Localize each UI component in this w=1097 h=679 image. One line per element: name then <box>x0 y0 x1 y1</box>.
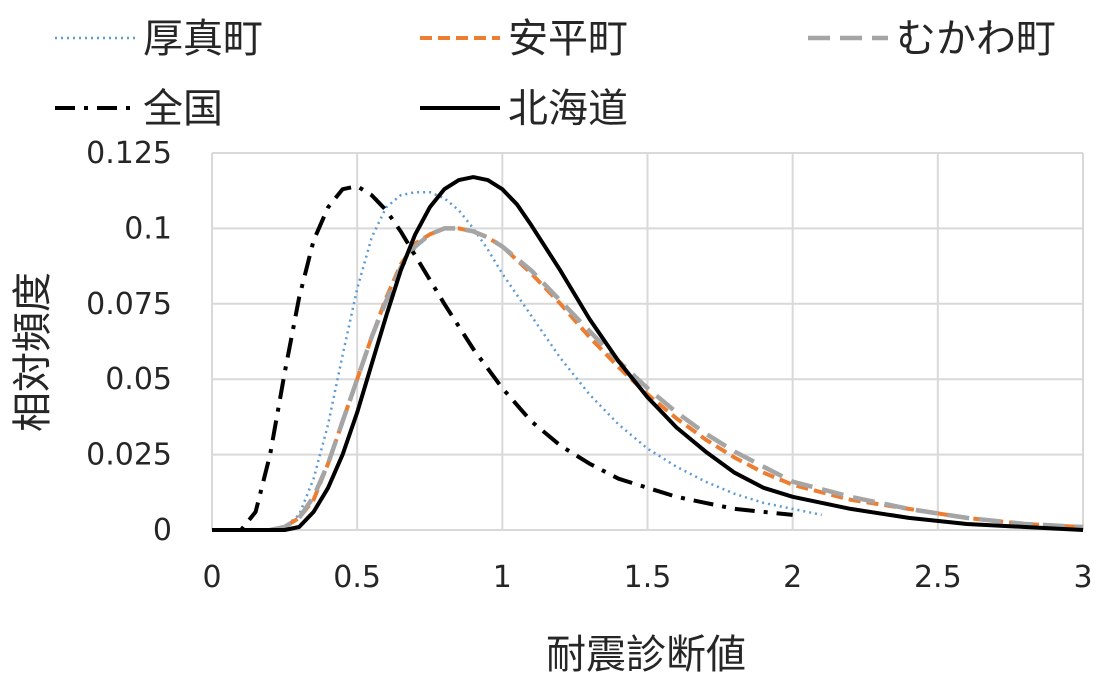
series-layer <box>212 175 1084 533</box>
series-line-2 <box>269 226 1084 533</box>
y-tick-label: 0.125 <box>86 136 172 171</box>
y-tick-label: 0.075 <box>86 287 172 322</box>
x-axis-title: 耐震診断値 <box>546 632 746 678</box>
legend-label-4: 北海道 <box>508 86 628 132</box>
x-tick-label: 2 <box>783 560 802 595</box>
x-axis-ticks: 0 0.5 1 1.5 2 2.5 3 <box>202 560 1092 595</box>
x-tick-label: 0.5 <box>333 560 381 595</box>
legend-label-3: 全国 <box>143 86 223 132</box>
y-tick-label: 0.025 <box>86 438 172 473</box>
x-tick-label: 1.5 <box>624 560 672 595</box>
x-tick-label: 1 <box>493 560 512 595</box>
series-line-3 <box>212 184 793 532</box>
y-tick-label: 0.1 <box>124 211 172 246</box>
x-tick-label: 0 <box>202 560 221 595</box>
x-tick-label: 2.5 <box>914 560 962 595</box>
y-axis-title: 相対頻度 <box>10 272 56 432</box>
series-line-0 <box>269 190 822 532</box>
legend-label-2: むかわ町 <box>896 16 1056 62</box>
legend-label-0: 厚真町 <box>143 16 263 62</box>
y-tick-label: 0.05 <box>105 362 172 397</box>
series-line-4 <box>212 175 1084 532</box>
x-tick-label: 3 <box>1073 560 1092 595</box>
y-tick-label: 0 <box>153 513 172 548</box>
y-axis-ticks: 0 0.025 0.05 0.075 0.1 0.125 <box>86 136 172 548</box>
legend-label-1: 安平町 <box>508 16 628 62</box>
